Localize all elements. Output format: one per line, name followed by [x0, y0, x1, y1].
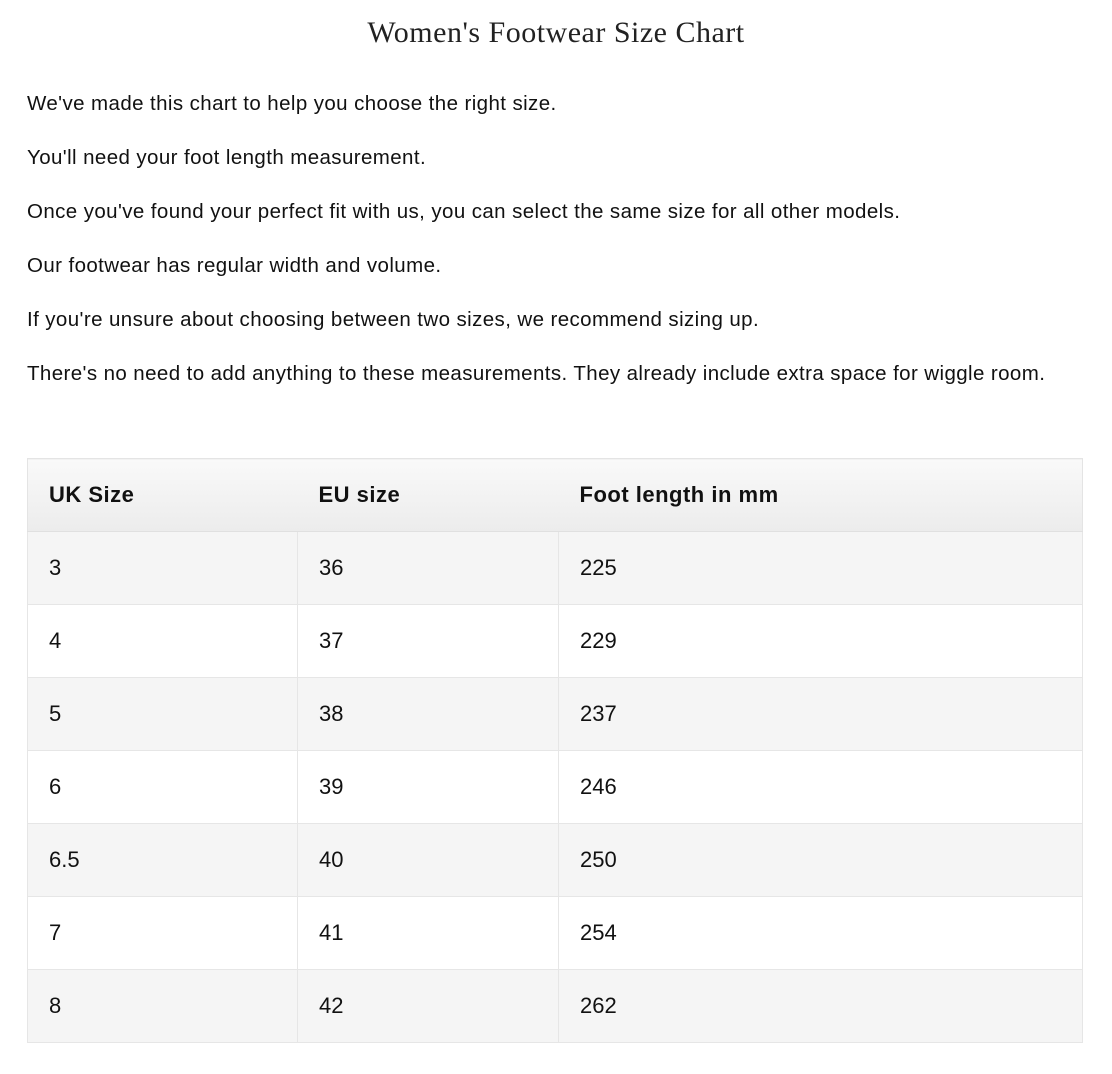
intro-paragraph: There's no need to add anything to these…	[27, 362, 1046, 385]
table-row: 3 36 225	[27, 531, 1083, 605]
foot-length-cell: 237	[558, 677, 1083, 751]
foot-length-cell: 229	[558, 604, 1083, 678]
uk-size-cell: 4	[27, 604, 298, 678]
table-header-row: UK Size EU size Foot length in mm	[27, 458, 1083, 532]
page-title: Women's Footwear Size Chart	[367, 16, 745, 49]
table-row: 6 39 246	[27, 750, 1083, 824]
table-row: 4 37 229	[27, 604, 1083, 678]
foot-length-cell: 250	[558, 823, 1083, 897]
uk-size-cell: 6.5	[27, 823, 298, 897]
table-row: 7 41 254	[27, 896, 1083, 970]
intro-paragraph: We've made this chart to help you choose…	[27, 92, 557, 115]
uk-size-cell: 5	[27, 677, 298, 751]
size-chart-table: UK Size EU size Foot length in mm 3 36 225…	[27, 458, 1083, 1043]
foot-length-cell: 254	[558, 896, 1083, 970]
eu-size-cell: 40	[297, 823, 559, 897]
eu-size-cell: 37	[297, 604, 559, 678]
uk-size-cell: 6	[27, 750, 298, 824]
foot-length-cell: 225	[558, 531, 1083, 605]
eu-size-cell: 38	[297, 677, 559, 751]
intro-text: We've made this chart to help you choose…	[27, 88, 1087, 412]
eu-size-cell: 42	[297, 969, 559, 1043]
uk-size-cell: 7	[27, 896, 298, 970]
table-row: 5 38 237	[27, 677, 1083, 751]
uk-size-cell: 8	[27, 969, 298, 1043]
intro-paragraph: Our footwear has regular width and volum…	[27, 254, 442, 277]
header-foot-length: Foot length in mm	[558, 458, 1083, 532]
header-eu-size: EU size	[297, 458, 559, 532]
header-uk-size: UK Size	[27, 458, 298, 532]
intro-paragraph: If you're unsure about choosing between …	[27, 308, 760, 331]
foot-length-cell: 246	[558, 750, 1083, 824]
eu-size-cell: 39	[297, 750, 559, 824]
eu-size-cell: 36	[297, 531, 559, 605]
foot-length-cell: 262	[558, 969, 1083, 1043]
table-row: 6.5 40 250	[27, 823, 1083, 897]
intro-paragraph: Once you've found your perfect fit with …	[27, 200, 901, 223]
uk-size-cell: 3	[27, 531, 298, 605]
intro-paragraph: You'll need your foot length measurement…	[27, 146, 427, 169]
table-row: 8 42 262	[27, 969, 1083, 1043]
eu-size-cell: 41	[297, 896, 559, 970]
